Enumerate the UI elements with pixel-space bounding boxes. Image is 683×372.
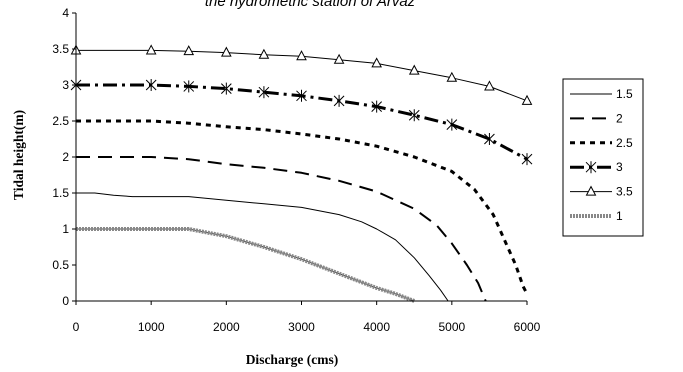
y-tick-label: 0 xyxy=(62,294,69,308)
series-point-3 xyxy=(220,82,232,95)
x-tick-label: 1000 xyxy=(138,320,165,334)
x-tick-label: 6000 xyxy=(514,320,541,334)
y-tick-label: 1 xyxy=(62,222,69,236)
y-tick-label: 3.5 xyxy=(52,42,69,56)
series-point-3.5 xyxy=(183,45,195,56)
series-point-3 xyxy=(258,86,270,99)
y-tick-label: 2.5 xyxy=(52,114,69,128)
legend: 1.5 2 2.5 3 3.5 1 xyxy=(562,78,644,237)
x-tick-label: 3000 xyxy=(288,320,315,334)
legend-label: 1.5 xyxy=(616,87,633,101)
chart-title: the hydrometric station of Arvaz xyxy=(205,0,416,10)
series-point-3 xyxy=(145,79,157,91)
series-point-3.5 xyxy=(296,50,307,61)
x-tick-label: 0 xyxy=(73,320,80,334)
legend-box xyxy=(562,78,644,237)
series-point-3 xyxy=(484,133,495,145)
series-line-core xyxy=(76,228,415,302)
legend-label: 3 xyxy=(616,160,623,174)
legend-label: 2 xyxy=(616,111,623,125)
x-tick-label: 4000 xyxy=(363,320,390,334)
x-tick-label: 5000 xyxy=(438,320,465,334)
x-tick-label: 2000 xyxy=(213,320,240,334)
legend-marker-3.5 xyxy=(585,185,597,196)
series-point-3.5 xyxy=(521,94,533,105)
series-line-1.5 xyxy=(76,192,449,302)
y-tick-label: 1.5 xyxy=(52,186,69,200)
legend-label: 2.5 xyxy=(616,136,633,150)
series-line-3 xyxy=(76,83,528,161)
series-line-2.5 xyxy=(76,119,529,295)
series-point-3.5 xyxy=(371,57,382,68)
legend-label: 1 xyxy=(616,209,623,223)
y-tick-label: 0.5 xyxy=(52,258,69,272)
series-point-3.5 xyxy=(221,46,232,57)
series-point-3.5 xyxy=(258,48,270,59)
series-point-3.5 xyxy=(446,71,458,82)
y-tick-label: 3 xyxy=(62,78,69,92)
series-point-3.5 xyxy=(333,53,345,64)
series-point-3 xyxy=(521,153,533,166)
series-point-3 xyxy=(371,100,383,113)
series-point-3 xyxy=(408,109,420,122)
series-point-3 xyxy=(183,80,195,93)
y-tick-label: 2 xyxy=(62,150,69,164)
series-point-3 xyxy=(446,118,458,131)
series-point-3 xyxy=(296,89,307,102)
axes: 0 0.5 1 1.5 2 2.5 3 3.5 4 0 1000 2000 3000 4000 5000 60… xyxy=(52,6,540,334)
y-tick-label: 4 xyxy=(62,6,69,20)
legend-marker-3 xyxy=(585,161,597,174)
legend-label: 3.5 xyxy=(616,185,633,199)
series-point-3 xyxy=(333,94,345,107)
y-axis-title: Tidal height(m) xyxy=(11,110,26,200)
series-line-3.5 xyxy=(76,49,528,102)
x-axis-title: Discharge (cms) xyxy=(246,352,339,367)
series-line-2 xyxy=(76,156,487,302)
series-point-3.5 xyxy=(145,44,157,55)
series-line-1 xyxy=(76,227,416,303)
series-point-3.5 xyxy=(484,80,495,91)
plot-area xyxy=(70,44,533,303)
series-point-3.5 xyxy=(408,64,420,75)
